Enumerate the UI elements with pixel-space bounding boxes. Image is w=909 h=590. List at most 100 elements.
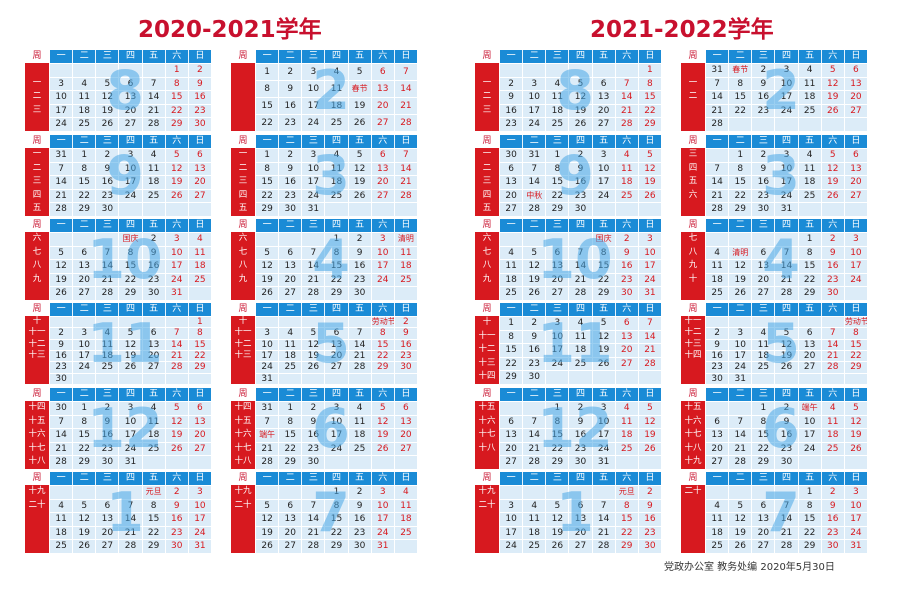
weekday-label: 一: [56, 473, 66, 483]
day-cell: 8: [637, 77, 661, 91]
day-cell: 20: [751, 273, 774, 287]
day-cell: 20: [324, 350, 347, 362]
day-cell: 20: [614, 344, 638, 357]
day-cell: 10: [591, 162, 615, 176]
day-cell: 5: [728, 499, 751, 513]
weekday-label: 日: [843, 135, 867, 148]
weekday-label: 五: [141, 50, 165, 63]
day-cell: 13: [72, 260, 95, 273]
weekday-label: 四: [568, 472, 591, 485]
day-cell: 19: [164, 429, 188, 442]
day-cell: 19: [72, 526, 95, 540]
day-cell: 8: [751, 415, 774, 429]
week-column: 周六七八九: [475, 219, 499, 300]
day-cell: 31: [370, 540, 394, 553]
week-header: 周: [231, 303, 255, 316]
day-cell: 27: [278, 540, 301, 553]
day-cell: 29: [324, 540, 347, 553]
weekday-label: 五: [591, 472, 615, 485]
day-cell: 16: [637, 513, 661, 526]
day-cell: 26: [843, 442, 867, 456]
week-header: 周: [231, 219, 255, 232]
week-label: 四: [231, 188, 255, 203]
title-2020-2021: 2020-2021学年: [138, 17, 322, 43]
day-cell: 24: [164, 273, 188, 287]
day-cell: 14: [55, 177, 67, 188]
week-row: 31 1 2 3 4 5 6: [50, 148, 211, 162]
weekday-label: 五: [591, 219, 615, 232]
week-row: 23 24 25 26 27 28 29: [500, 117, 661, 131]
week-row: 7 8 9 10 11 12 13: [256, 414, 417, 429]
day-cell: 28: [55, 457, 67, 468]
day-cell: [72, 373, 95, 384]
day-cell: 15: [614, 513, 638, 526]
weekday-label: 五: [347, 135, 371, 148]
day-cell: 23: [278, 189, 301, 203]
day-cell: [820, 317, 844, 328]
day-cell: 17: [164, 260, 188, 273]
day-cell: 20: [505, 190, 517, 201]
day-cell: 端午: [797, 402, 821, 415]
day-cell: 20: [393, 429, 417, 442]
day-cell: 24: [301, 189, 324, 203]
day-cell: 23: [820, 526, 844, 540]
weekday-label: 四: [324, 50, 347, 63]
day-cell: 12: [545, 513, 568, 526]
day-cell: 2: [774, 402, 797, 415]
week-row: 7 8 9 10 11 12 13: [706, 161, 867, 176]
day-cell: 24: [522, 118, 545, 131]
week-row: 1 2 端午 4 5: [706, 401, 867, 415]
weekday-label: 五: [141, 135, 165, 148]
week-row: 国庆 2 3 4: [50, 232, 211, 246]
day-cell: 19: [568, 104, 591, 118]
day-cell: [637, 203, 661, 216]
day-cell: [72, 64, 95, 77]
week-header: 周: [475, 50, 499, 63]
day-cell: 23: [751, 189, 774, 203]
day-cell: 2: [820, 233, 844, 246]
day-cell: 18: [141, 429, 165, 442]
week-label: [231, 372, 255, 384]
day-cell: [568, 233, 591, 246]
day-cell: 3: [301, 149, 324, 162]
day-cell: [728, 486, 751, 499]
day-cell: 17: [324, 429, 347, 442]
weekday-label: 五: [797, 50, 821, 63]
weekday-label: 二: [522, 50, 545, 63]
week-label: 六: [681, 188, 705, 203]
day-cell: 15: [72, 429, 95, 442]
day-cell: 18: [751, 350, 774, 362]
weekday-label: 四: [118, 50, 141, 63]
day-cell: 11: [324, 162, 347, 176]
day-cell: 27: [751, 287, 774, 300]
day-cell: 24: [591, 442, 615, 456]
weekday-label: 日: [637, 472, 661, 485]
day-cell: 17: [843, 513, 867, 526]
month-panel: 周三四五六一二三四五六日 1 2 3 4 5 6 7 8 9 10 11 12 13 14 15 16 17 18 1…: [681, 135, 867, 216]
day-cell: 30: [751, 203, 774, 216]
day-cell: 15: [261, 101, 273, 111]
day-cell: 8: [591, 246, 615, 260]
day-cell: 29: [505, 372, 517, 383]
week-row: 1 2 3 清明: [256, 232, 417, 246]
week-row: 4 清明 6 7 8 9 10: [706, 245, 867, 260]
week-label: [231, 525, 255, 540]
day-cell: 21: [301, 526, 324, 540]
day-cell: 31: [118, 456, 141, 469]
day-cell: 9: [820, 499, 844, 513]
day-cell: 13: [141, 339, 165, 350]
day-cell: 8: [164, 77, 188, 91]
day-cell: 18: [187, 260, 211, 273]
day-cell: 3: [264, 328, 270, 339]
week-label: 十九: [231, 485, 255, 499]
day-cell: 25: [614, 442, 638, 456]
day-cell: 18: [797, 176, 821, 189]
week-label: [475, 63, 499, 77]
day-cell: [301, 486, 324, 499]
day-cell: 13: [797, 339, 821, 350]
weekday-label: 五: [797, 472, 821, 485]
month-panel: 周六七八九一二三四五六日 1 2 3 清明 5 6 7 8 9 10 11 12 13 14 15 16 17 18…: [231, 219, 417, 300]
